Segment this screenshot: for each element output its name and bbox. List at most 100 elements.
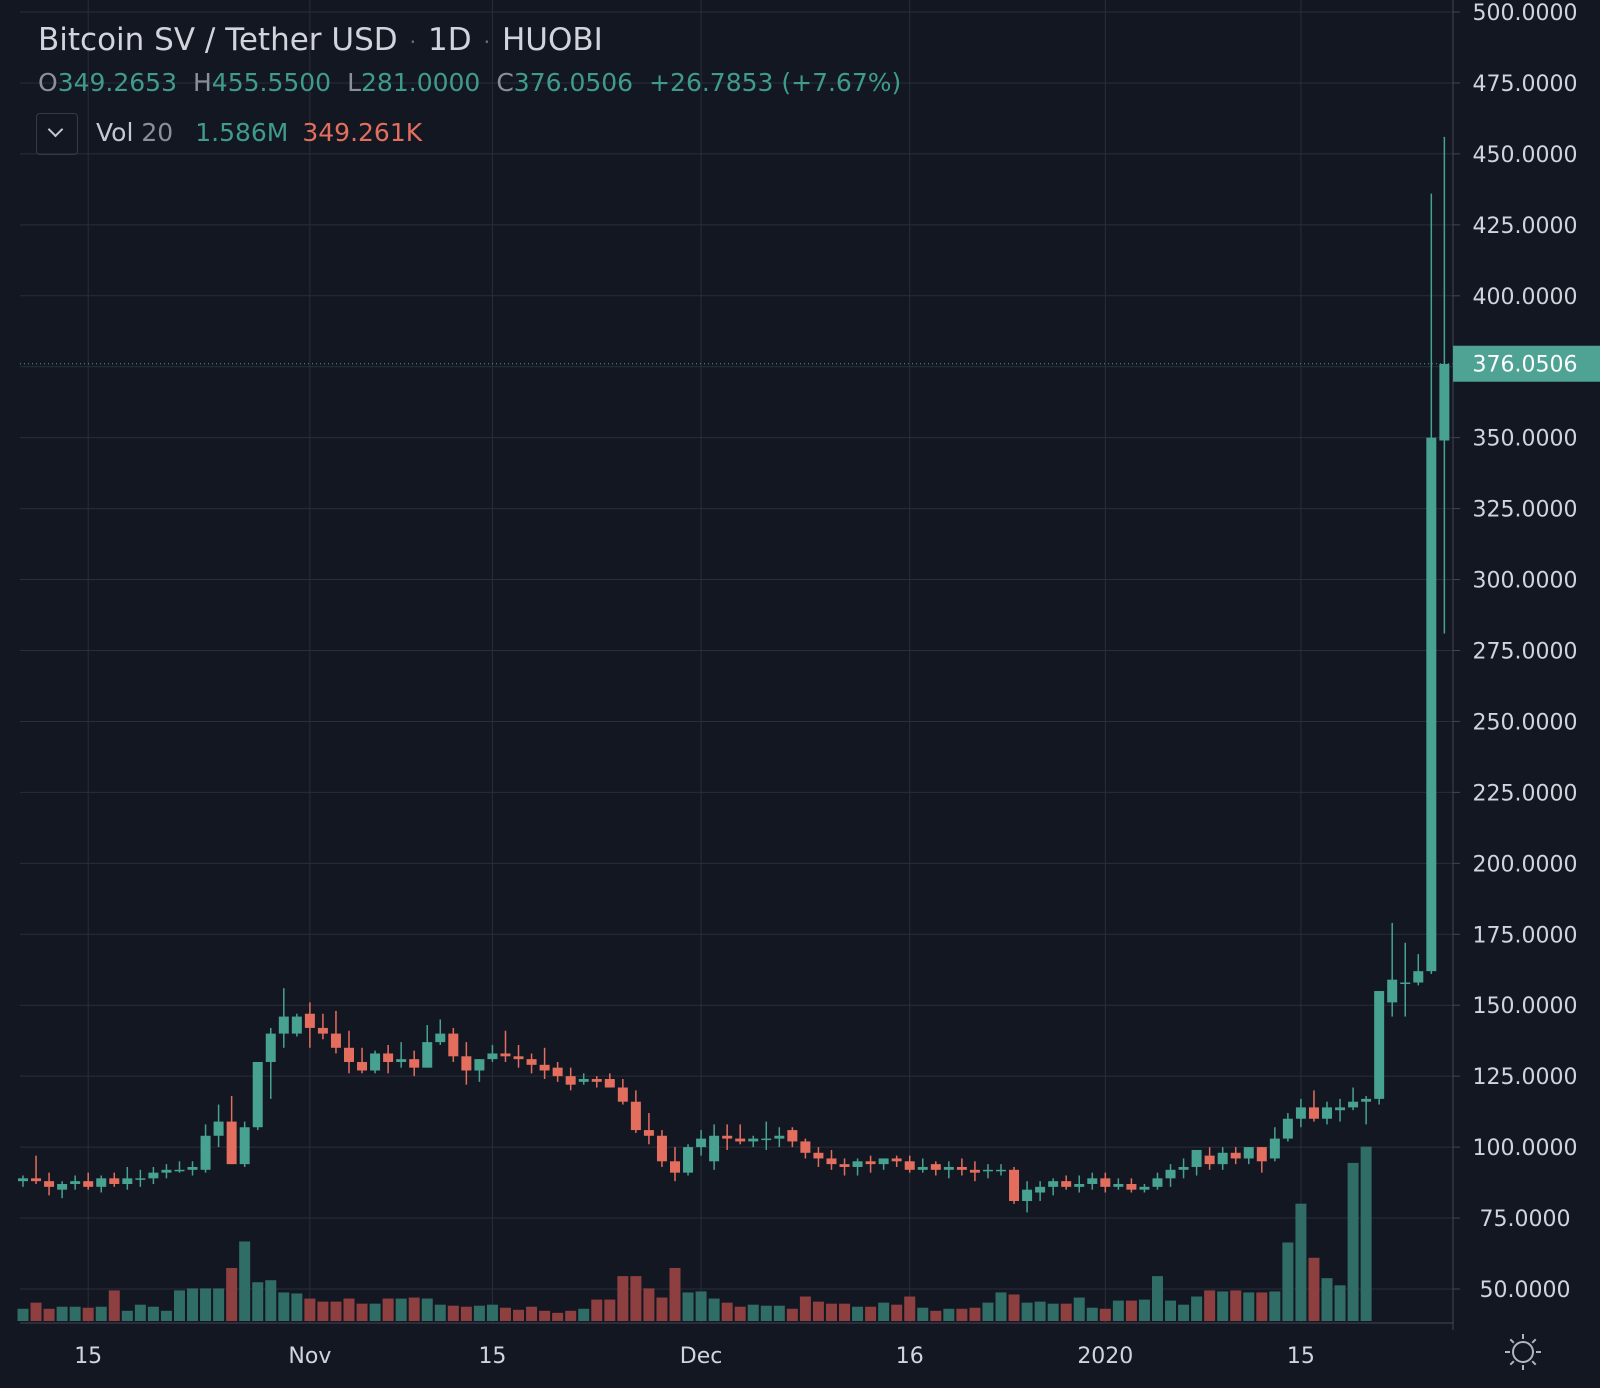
volume-bar	[1191, 1296, 1203, 1321]
volume-bar	[369, 1303, 381, 1321]
candle-body	[396, 1059, 407, 1062]
candle	[696, 1130, 707, 1156]
candle-body	[409, 1059, 420, 1068]
candle	[1074, 1175, 1085, 1193]
volume-bar	[1073, 1297, 1085, 1321]
volume-bar	[591, 1299, 603, 1321]
candle	[357, 1047, 368, 1074]
price-tick-label: 425.0000	[1473, 214, 1578, 239]
candle-body	[917, 1166, 928, 1170]
volume-bar	[1295, 1203, 1307, 1321]
volume-bar	[708, 1298, 720, 1321]
candle-body	[1269, 1138, 1280, 1159]
candle	[1217, 1147, 1228, 1170]
candle-body	[500, 1053, 511, 1057]
candle-body	[643, 1130, 654, 1136]
candle-body	[317, 1027, 328, 1034]
candle-body	[1413, 971, 1424, 983]
candle-body	[839, 1164, 850, 1167]
candle-body	[670, 1161, 680, 1173]
volume-bar	[239, 1241, 251, 1321]
price-tick-label: 300.0000	[1473, 569, 1578, 594]
candle	[18, 1175, 28, 1187]
candle-body	[1361, 1098, 1372, 1102]
volume-bar	[956, 1308, 968, 1321]
volume-bar	[1021, 1302, 1033, 1321]
candle-body	[57, 1184, 68, 1190]
volume-bar	[630, 1276, 642, 1321]
candle-body	[526, 1059, 537, 1065]
candle	[174, 1161, 185, 1173]
candle	[526, 1053, 537, 1074]
candle	[565, 1067, 576, 1091]
candle	[982, 1164, 993, 1179]
candle	[917, 1158, 928, 1173]
last-price-badge-bg	[1453, 345, 1600, 382]
time-tick-label: Dec	[680, 1344, 723, 1369]
volume-bar	[486, 1304, 498, 1321]
volume-bar	[734, 1306, 746, 1321]
candle-body	[709, 1135, 720, 1162]
price-tick-label: 125.0000	[1473, 1065, 1578, 1090]
volume-bar	[1217, 1291, 1229, 1321]
candle-body	[761, 1138, 772, 1141]
candle	[1230, 1147, 1241, 1165]
volume-bar	[473, 1305, 485, 1321]
candle-body	[18, 1178, 28, 1182]
volume-bar	[1347, 1162, 1359, 1321]
candle-body	[656, 1135, 667, 1162]
candle-body	[1439, 363, 1450, 441]
candle-body	[578, 1079, 589, 1082]
candle-body	[982, 1169, 993, 1172]
candle	[670, 1147, 680, 1182]
candle	[930, 1161, 941, 1176]
symbol-title[interactable]: Bitcoin SV / Tether USD · 1D · HUOBI	[38, 20, 917, 62]
time-tick-label: 15	[478, 1344, 506, 1369]
volume-bar	[995, 1292, 1007, 1321]
volume-bar	[839, 1303, 851, 1321]
candle-body	[904, 1161, 915, 1170]
candle-body	[304, 1013, 315, 1028]
candle-body	[383, 1053, 394, 1062]
volume-bar	[147, 1306, 159, 1321]
time-tick-label: 15	[74, 1344, 102, 1369]
volume-bar	[421, 1298, 433, 1321]
volume-bar	[1269, 1291, 1281, 1321]
volume-bar	[43, 1308, 55, 1321]
volume-bar	[382, 1298, 394, 1321]
candle	[1348, 1087, 1359, 1111]
candle	[1178, 1158, 1189, 1179]
candle	[878, 1158, 889, 1170]
candle	[617, 1079, 628, 1105]
volume-bar	[1334, 1285, 1346, 1321]
volume-bar	[252, 1282, 264, 1321]
candle	[370, 1050, 381, 1074]
candle	[409, 1050, 420, 1077]
change-value: +26.7853 (+7.67%)	[649, 67, 902, 97]
price-tick-label: 150.0000	[1473, 994, 1578, 1019]
volume-bar	[578, 1308, 590, 1321]
open-value: 349.2653	[57, 67, 177, 97]
candle	[969, 1161, 980, 1182]
volume-bar	[1243, 1292, 1255, 1321]
candle-body	[1152, 1178, 1163, 1187]
candle-body	[852, 1161, 863, 1167]
price-tick-label: 100.0000	[1473, 1136, 1578, 1161]
candle	[291, 1013, 302, 1037]
candle	[683, 1144, 694, 1176]
volume-bar	[69, 1306, 81, 1321]
candle-body	[1308, 1107, 1319, 1119]
candle-body	[787, 1130, 798, 1142]
price-tick-label: 475.0000	[1473, 72, 1578, 97]
volume-bar	[499, 1307, 511, 1321]
candle-body	[956, 1166, 967, 1170]
candle	[1165, 1164, 1176, 1187]
candle	[304, 1002, 315, 1048]
legend-toggle-button[interactable]	[36, 113, 78, 155]
candle-body	[1426, 437, 1437, 972]
volume-bar	[1165, 1300, 1177, 1321]
sun-icon[interactable]	[1505, 1334, 1541, 1370]
candle	[643, 1113, 654, 1145]
candle	[31, 1155, 42, 1185]
